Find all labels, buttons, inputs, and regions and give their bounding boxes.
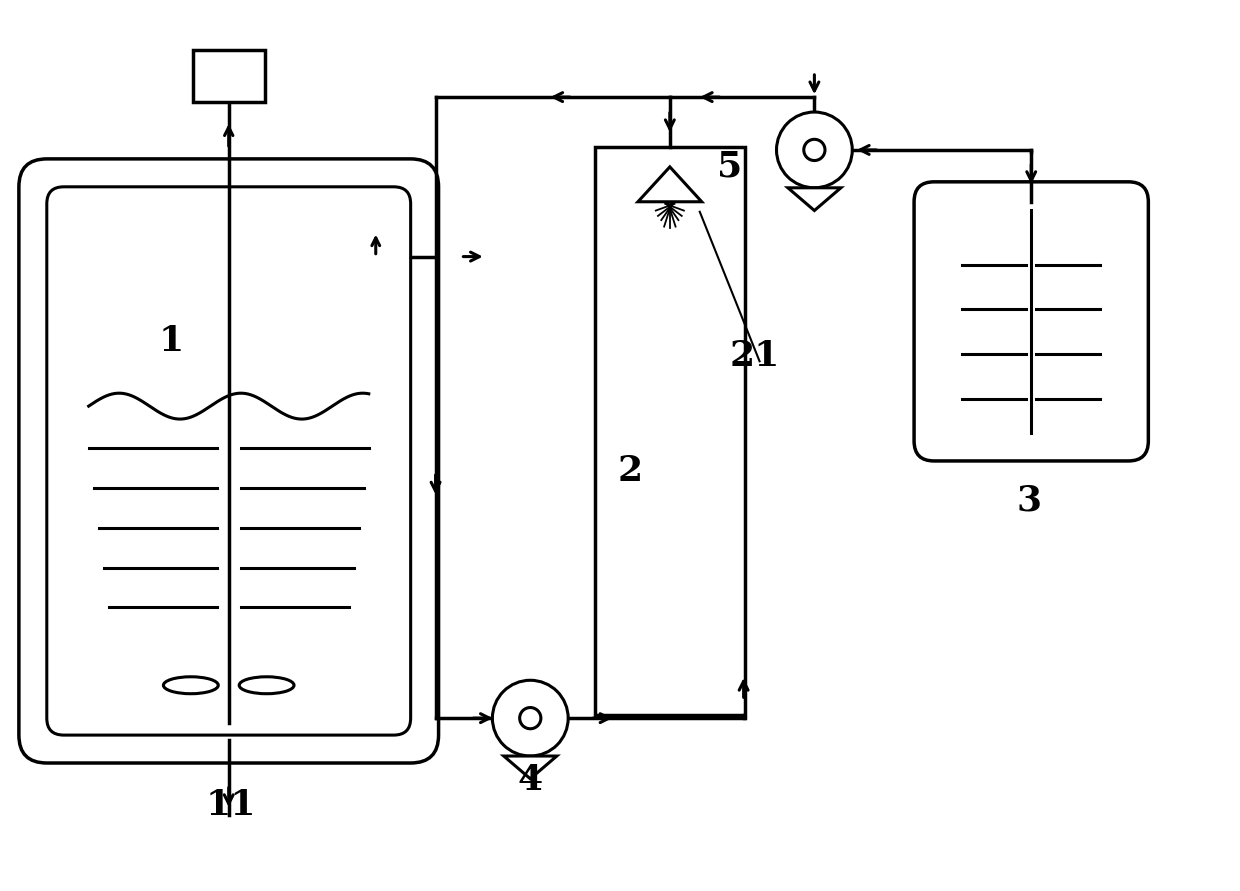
Text: 3: 3 <box>1016 484 1042 518</box>
FancyBboxPatch shape <box>47 187 410 735</box>
Bar <box>193 50 264 102</box>
Ellipse shape <box>164 677 218 694</box>
Circle shape <box>492 680 568 756</box>
Text: 2: 2 <box>618 454 642 488</box>
Circle shape <box>520 707 541 729</box>
Text: 11: 11 <box>206 788 257 822</box>
Circle shape <box>804 139 825 160</box>
Ellipse shape <box>239 677 294 694</box>
FancyBboxPatch shape <box>19 159 439 763</box>
Polygon shape <box>787 188 841 210</box>
Text: 4: 4 <box>518 763 543 797</box>
Polygon shape <box>503 756 557 779</box>
Circle shape <box>776 112 852 188</box>
Bar <box>595 147 744 715</box>
Text: 1: 1 <box>159 324 184 358</box>
Polygon shape <box>637 167 702 201</box>
Text: 21: 21 <box>729 339 780 373</box>
Text: 5: 5 <box>717 150 743 184</box>
FancyBboxPatch shape <box>914 182 1148 461</box>
